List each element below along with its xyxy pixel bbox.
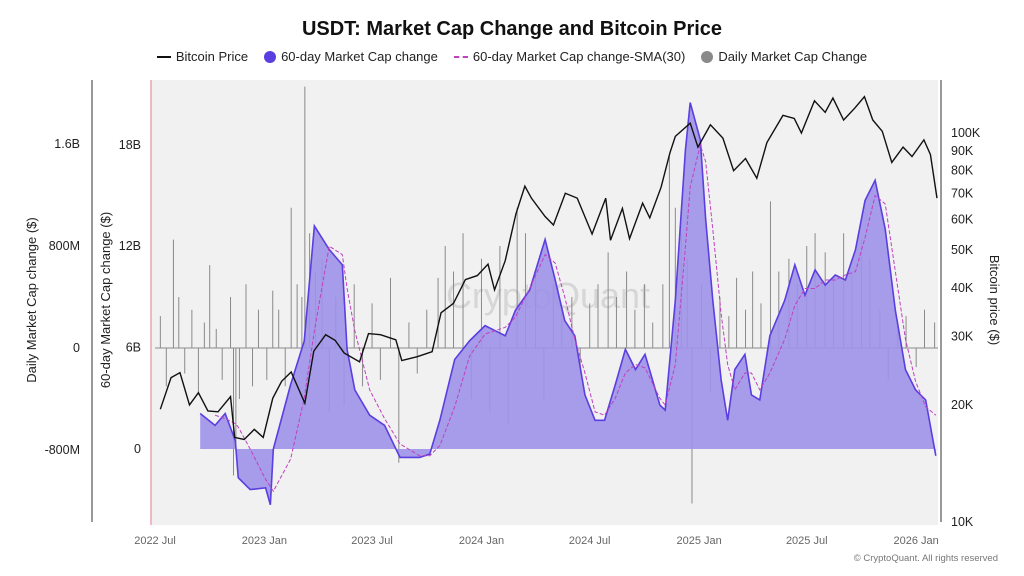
x-tick-label: 2023 Jul — [351, 535, 393, 547]
legend: Bitcoin Price 60-day Market Cap change 6… — [0, 49, 1024, 64]
btc-tick-label: 60K — [951, 212, 974, 226]
sixty-tick-label: 18B — [119, 138, 141, 152]
legend-item-sma[interactable]: 60-day Market Cap change-SMA(30) — [453, 49, 686, 64]
x-tick-label: 2025 Jul — [786, 535, 828, 547]
daily-tick-label: 800M — [49, 239, 80, 253]
dot-swatch-icon — [701, 50, 714, 63]
legend-label: 60-day Market Cap change — [281, 49, 438, 64]
btc-price-line — [159, 95, 938, 441]
sixty-tick-label: 12B — [119, 239, 141, 253]
btc-tick-label: 80K — [951, 164, 974, 178]
sixty-tick-label: 6B — [126, 341, 141, 355]
sixty-axis-label: 60-day Market Cap change ($) — [98, 212, 113, 388]
daily-tick-label: -800M — [45, 443, 80, 457]
x-tick-label: 2024 Jul — [569, 535, 611, 547]
sma-line — [214, 142, 937, 493]
sixty-day-area — [200, 102, 936, 505]
btc-axis-label: Bitcoin price ($) — [987, 255, 1002, 345]
btc-tick-label: 100K — [951, 126, 981, 140]
x-tick-label: 2025 Jan — [676, 535, 721, 547]
chart-title: USDT: Market Cap Change and Bitcoin Pric… — [301, 18, 723, 40]
line-swatch-icon — [156, 55, 171, 58]
btc-tick-label: 40K — [951, 281, 974, 295]
btc-tick-label: 30K — [951, 329, 974, 343]
btc-tick-label: 70K — [951, 186, 974, 200]
daily-tick-label: 1.6B — [54, 137, 80, 151]
legend-label: 60-day Market Cap change-SMA(30) — [472, 49, 686, 64]
dash-swatch-icon — [453, 55, 468, 58]
x-tick-label: 2026 Jan — [894, 535, 939, 547]
legend-item-60-day[interactable]: 60-day Market Cap change — [264, 49, 438, 64]
btc-tick-label: 20K — [951, 398, 974, 412]
x-tick-label: 2023 Jan — [242, 535, 287, 547]
x-tick-label: 2022 Jul — [134, 535, 176, 547]
legend-item-bitcoin-price[interactable]: Bitcoin Price — [156, 49, 249, 64]
btc-tick-label: 50K — [951, 243, 974, 257]
copyright: © CryptoQuant. All rights reserved — [853, 553, 998, 564]
legend-label: Bitcoin Price — [175, 49, 249, 64]
dot-swatch-icon — [264, 50, 277, 63]
legend-label: Daily Market Cap Change — [718, 49, 868, 64]
x-tick-label: 2024 Jan — [459, 535, 504, 547]
sixty-tick-label: 0 — [134, 442, 141, 456]
btc-tick-label: 90K — [951, 144, 974, 158]
daily-tick-label: 0 — [73, 341, 80, 355]
btc-tick-label: 10K — [951, 515, 974, 529]
legend-item-daily[interactable]: Daily Market Cap Change — [701, 49, 867, 64]
daily-axis-label: Daily Market Cap change ($) — [24, 217, 39, 382]
